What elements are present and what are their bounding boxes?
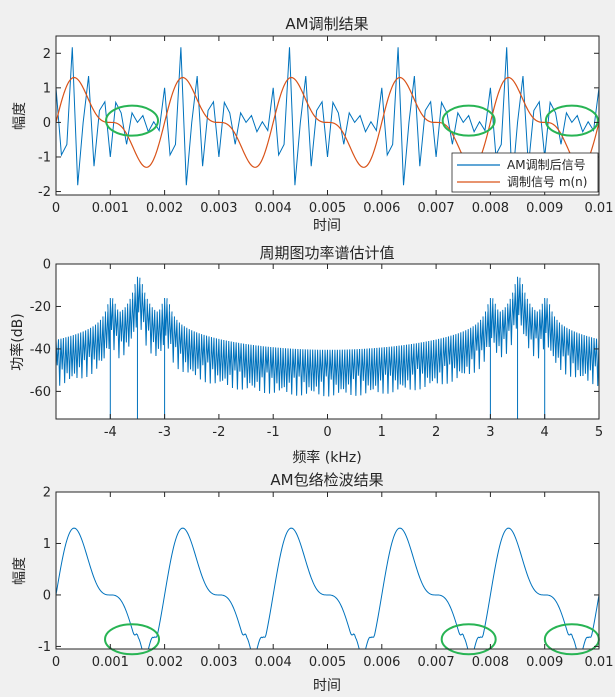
x-tick-label: 0 [52, 201, 60, 216]
highlight-ellipse [544, 104, 599, 137]
x-tick-label: 0.002 [146, 201, 183, 216]
plot-area-3 [56, 492, 599, 649]
x-tick-label: 0.008 [472, 655, 509, 670]
x-tick-label: 0.007 [417, 201, 454, 216]
y-tick-label: -2 [38, 185, 51, 200]
highlight-ellipse [440, 623, 497, 656]
x-tick-label: 5 [595, 425, 603, 440]
x-tick-label: 0 [52, 655, 60, 670]
title-am-modulation: AM调制结果 [285, 15, 368, 33]
x-tick-label: 0.009 [526, 655, 563, 670]
x-tick-label: 0.007 [417, 655, 454, 670]
x-tick-label: 0.009 [526, 201, 563, 216]
x-tick-label: 0.01 [585, 201, 614, 216]
y-tick-label: 1 [43, 537, 51, 552]
x-tick-label: 0.006 [363, 655, 400, 670]
x-tick-label: 0.003 [200, 655, 237, 670]
series-envelope [56, 527, 599, 649]
series-psd [56, 276, 599, 419]
highlight-ellipse [104, 623, 161, 656]
x-tick-label: 0 [323, 425, 331, 440]
y-tick-label: 1 [43, 81, 51, 96]
x-tick-label: -4 [104, 425, 117, 440]
x-tick-label: 4 [541, 425, 549, 440]
subplot-periodogram: 周期图功率谱估计值 -4 -3 -2 -1 0 1 2 3 4 5 0 -20 -40 -60 频率 (… [9, 244, 603, 466]
title-periodogram: 周期图功率谱估计值 [259, 244, 394, 262]
x-tick-label: 0.003 [200, 201, 237, 216]
y-tick-label: -1 [38, 150, 51, 165]
ylabel-amplitude-3: 幅度 [12, 557, 28, 585]
xlabel-time-1: 时间 [313, 218, 341, 234]
x-tick-label: -2 [212, 425, 225, 440]
y-tick-label: 0 [43, 116, 51, 131]
x-tick-label: 1 [378, 425, 386, 440]
x-tick-label: 0.005 [309, 201, 346, 216]
ylabel-amplitude-1: 幅度 [12, 102, 28, 130]
x-tick-label: 3 [486, 425, 494, 440]
ylabel-power: 功率(dB) [9, 313, 26, 370]
x-tick-label: 0.001 [92, 201, 129, 216]
x-tick-label: -3 [158, 425, 171, 440]
y-tick-label: 2 [43, 47, 51, 62]
x-tick-label: 0.004 [255, 201, 292, 216]
y-tick-label: -60 [30, 385, 51, 400]
x-tick-label: 0.004 [255, 655, 292, 670]
x-tick-label: 0.01 [585, 655, 614, 670]
x-tick-label: 0.002 [146, 655, 183, 670]
x-tick-label: 0.008 [472, 201, 509, 216]
y-tick-label: 0 [43, 258, 51, 273]
xlabel-time-3: 时间 [313, 678, 341, 694]
x-tick-label: -1 [267, 425, 280, 440]
y-tick-label: 0 [43, 588, 51, 603]
x-tick-label: 0.001 [92, 655, 129, 670]
x-tick-label: 2 [432, 425, 440, 440]
y-tick-label: 2 [43, 486, 51, 501]
legend-label-m: 调制信号 m(n) [507, 175, 587, 189]
title-envelope: AM包络检波结果 [270, 471, 383, 489]
legend-label-am: AM调制后信号 [507, 158, 586, 172]
highlight-ellipse [441, 104, 496, 137]
legend: AM调制后信号 调制信号 m(n) [451, 152, 599, 193]
y-tick-label: -1 [38, 640, 51, 655]
y-tick-label: -20 [30, 300, 51, 315]
x-tick-label: 0.005 [309, 655, 346, 670]
y-tick-label: -40 [30, 342, 51, 357]
xlabel-frequency: 频率 (kHz) [292, 449, 361, 466]
x-tick-label: 0.006 [363, 201, 400, 216]
series-am-signal [56, 47, 599, 186]
highlight-ellipse [105, 104, 160, 137]
series-modulating-signal [56, 76, 599, 168]
subplot-envelope: AM包络检波结果 0 0.001 0.002 0.003 0.004 0.005 0.006… [12, 471, 613, 694]
subplot-am-modulation: AM调制结果 0 0.001 0.002 0.003 0.004 0.005 0.006 0.… [12, 15, 613, 234]
